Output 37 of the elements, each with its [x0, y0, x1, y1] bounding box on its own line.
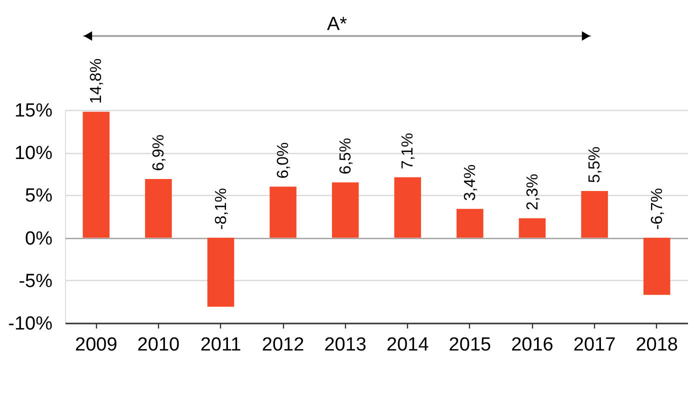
x-tick-label: 2015: [448, 334, 492, 356]
y-tick-label: 10%: [14, 143, 53, 164]
y-tick-label: -10%: [8, 314, 53, 334]
data-label: 14,8%: [88, 58, 106, 104]
x-tick-label: 2011: [200, 334, 242, 356]
x-tick-label: 2017: [573, 334, 616, 356]
data-label: 6,5%: [337, 138, 354, 174]
x-tick-label: 2014: [386, 334, 430, 356]
x-tick-label: 2009: [75, 334, 118, 356]
x-tick-label: 2010: [137, 334, 180, 356]
bar: [456, 208, 484, 238]
bar: [270, 186, 296, 238]
x-tick-label: 2012: [262, 334, 304, 356]
x-tick-label: 2013: [324, 334, 366, 356]
x-tick-label: 2016: [511, 334, 554, 356]
y-tick-label: -5%: [18, 270, 53, 292]
bar: [332, 182, 359, 238]
bar: [518, 218, 546, 238]
data-label: 3,4%: [462, 164, 479, 201]
bar: [581, 190, 608, 238]
data-label: -8,1%: [212, 188, 230, 230]
data-label: 5,5%: [586, 146, 604, 183]
y-tick-label: 0%: [25, 228, 53, 250]
bar: [643, 238, 670, 295]
bar: [207, 238, 234, 307]
data-label: 6,0%: [275, 142, 292, 179]
bar: [145, 179, 172, 238]
x-tick-label: 2018: [636, 334, 678, 356]
text: A*: [326, 14, 348, 35]
y-tick-label: 15%: [14, 100, 53, 122]
data-label: -6,7%: [648, 188, 666, 230]
data-label: 7,1%: [400, 132, 417, 170]
y-tick-label: 5%: [25, 186, 53, 207]
bar: [82, 112, 110, 238]
data-label: 2,3%: [524, 174, 542, 210]
bar: [394, 177, 422, 238]
data-label: 6,9%: [150, 134, 168, 172]
